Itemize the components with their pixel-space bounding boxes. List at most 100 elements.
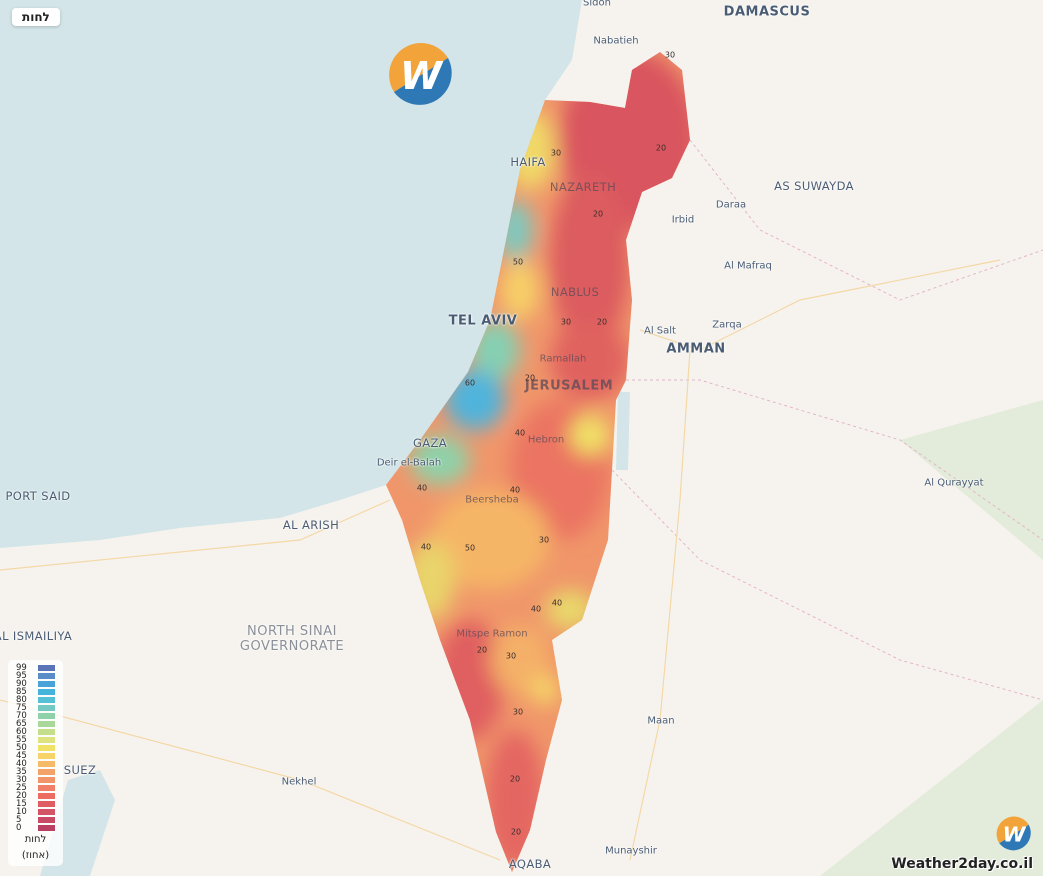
place-label: Deir el-Balah — [376, 457, 442, 469]
contour-label: 20 — [655, 143, 667, 153]
legend-unit: (אחוז) — [21, 850, 50, 861]
contour-label: 60 — [464, 378, 476, 388]
legend-swatch — [38, 721, 55, 727]
legend-value: 99 — [16, 663, 27, 673]
legend-row: 40 — [8, 759, 63, 769]
place-label: Irbid — [671, 214, 695, 226]
layer-title[interactable]: לחות — [12, 8, 60, 26]
place-label: Maan — [647, 715, 675, 727]
mediterranean-sea — [0, 0, 582, 548]
svg-text:W: W — [400, 54, 444, 98]
contour-label: 40 — [530, 604, 542, 614]
contour-label: 20 — [596, 317, 608, 327]
legend-swatch — [38, 697, 55, 703]
place-label: PORT SAID — [5, 489, 71, 503]
legend-row: 85 — [8, 687, 63, 697]
contour-label: 40 — [416, 483, 428, 493]
place-label: Hebron — [527, 434, 565, 446]
legend-swatch — [38, 729, 55, 735]
legend-row: 0 — [8, 824, 63, 832]
legend-value: 85 — [16, 687, 27, 697]
legend-value: 60 — [16, 727, 27, 737]
legend-row: 45 — [8, 751, 63, 761]
place-label: Daraa — [715, 199, 747, 211]
legend-row: 99 — [8, 663, 63, 673]
legend-row: 60 — [8, 727, 63, 737]
contour-label: 30 — [505, 651, 517, 661]
legend-row: 70 — [8, 711, 63, 721]
legend-value: 50 — [16, 743, 27, 753]
place-label: Nabatieh — [593, 35, 639, 47]
legend-value: 25 — [16, 783, 27, 793]
place-label: Munayshir — [605, 845, 657, 857]
legend-swatch — [38, 689, 55, 695]
contour-label: 30 — [512, 707, 524, 717]
contour-label: 50 — [464, 543, 476, 553]
green-region — [820, 400, 1043, 876]
place-label: Al Qurayyat — [924, 477, 984, 489]
legend: 99 95 90 85 80 75 70 65 60 55 50 45 40 35 30 25 20 15 10 5 0… — [8, 660, 63, 866]
legend-row: 65 — [8, 720, 63, 728]
legend-value: 95 — [16, 671, 27, 681]
legend-swatch — [38, 801, 55, 807]
legend-swatch — [38, 737, 55, 743]
legend-value: 10 — [16, 807, 27, 817]
place-label: TEL AVIV — [448, 313, 518, 329]
watermark-text: Weather2day.co.il — [891, 856, 1033, 872]
svg-text:W: W — [1003, 823, 1027, 847]
legend-value: 40 — [16, 759, 27, 769]
legend-swatch — [38, 705, 55, 711]
roads — [0, 259, 1001, 861]
legend-row: 20 — [8, 792, 63, 800]
contour-label: 40 — [514, 428, 526, 438]
legend-value: 55 — [16, 735, 27, 745]
place-label: AL ISMAILIYA — [0, 629, 73, 643]
legend-swatch — [38, 753, 55, 759]
place-label: Zarqa — [712, 319, 742, 331]
legend-row: 75 — [8, 703, 63, 713]
borders — [611, 139, 1043, 701]
place-label: GAZA — [412, 436, 448, 450]
place-label: SUEZ — [63, 763, 97, 777]
legend-value: 15 — [16, 799, 27, 809]
place-label: AMMAN — [666, 341, 726, 357]
legend-swatch — [38, 769, 55, 775]
place-label: JERUSALEM — [524, 378, 614, 394]
contour-label: 20 — [524, 373, 536, 383]
contour-label: 40 — [551, 598, 563, 608]
legend-swatch — [38, 665, 55, 671]
legend-row: 5 — [8, 815, 63, 825]
legend-row: 80 — [8, 696, 63, 704]
legend-value: 35 — [16, 767, 27, 777]
place-label: Beersheba — [465, 494, 519, 506]
legend-swatch — [38, 825, 55, 831]
place-label: Al Mafraq — [724, 260, 772, 272]
legend-value: 45 — [16, 751, 27, 761]
place-label: AQABA — [508, 857, 552, 871]
legend-value: 75 — [16, 703, 27, 713]
legend-swatch — [38, 673, 55, 679]
place-label: AS SUWAYDA — [774, 179, 854, 193]
legend-swatch — [38, 777, 55, 783]
legend-row: 55 — [8, 735, 63, 745]
legend-row: 50 — [8, 743, 63, 753]
legend-value: 30 — [16, 775, 27, 785]
legend-row: 90 — [8, 679, 63, 689]
place-label: AL ARISH — [282, 518, 340, 532]
contour-label: 20 — [476, 645, 488, 655]
place-label: NAZARETH — [549, 180, 617, 194]
legend-swatch — [38, 713, 55, 719]
contour-label: 20 — [510, 827, 522, 837]
legend-value: 90 — [16, 679, 27, 689]
legend-row: 30 — [8, 775, 63, 785]
contour-label: 30 — [550, 148, 562, 158]
watermark-logo-icon: W — [996, 816, 1031, 851]
legend-row: 35 — [8, 767, 63, 777]
legend-value: 70 — [16, 711, 27, 721]
legend-unit-label: לחות — [24, 834, 47, 845]
contour-label: 20 — [592, 209, 604, 219]
weather2day-logo-icon[interactable]: W — [388, 42, 454, 108]
contour-label: 30 — [560, 317, 572, 327]
legend-value: 5 — [16, 815, 22, 825]
